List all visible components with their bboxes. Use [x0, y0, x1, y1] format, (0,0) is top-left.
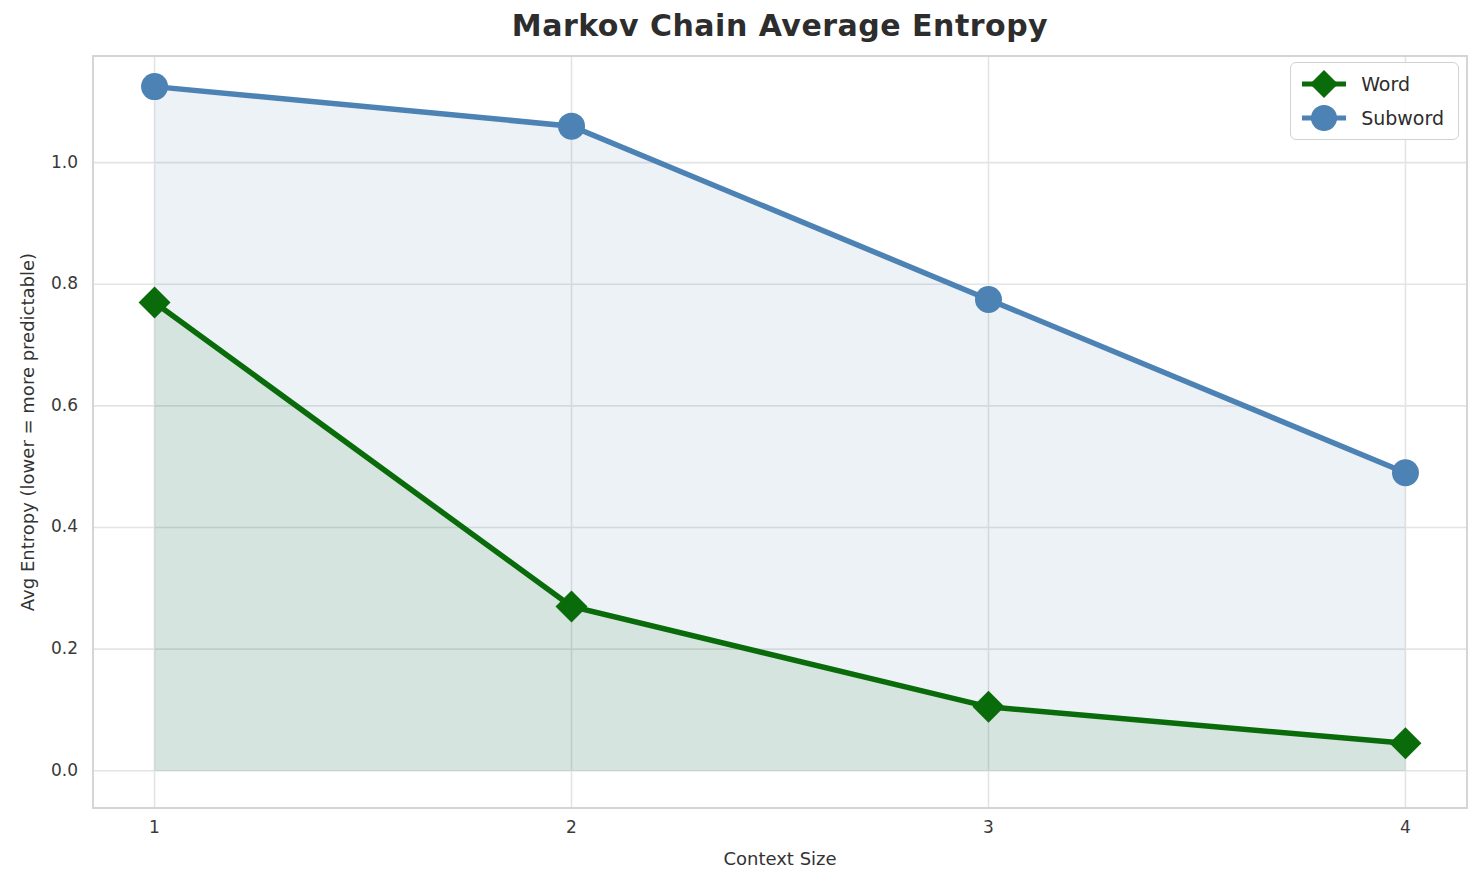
legend-item-subword: Subword	[1299, 102, 1444, 134]
y-axis-label: Avg Entropy (lower = more predictable)	[17, 122, 38, 742]
legend-label-subword: Subword	[1361, 107, 1444, 129]
subword-circle-marker-icon	[1299, 102, 1349, 134]
x-tick-label: 4	[1370, 817, 1440, 837]
x-tick-label: 1	[120, 817, 190, 837]
marker-circle-subword	[141, 73, 168, 100]
word-diamond-marker-icon	[1299, 68, 1349, 100]
x-tick-label: 2	[537, 817, 607, 837]
chart-canvas	[92, 55, 1468, 809]
legend: Word Subword	[1290, 62, 1459, 140]
x-axis-label: Context Size	[92, 848, 1468, 869]
marker-circle-subword	[558, 113, 585, 140]
marker-circle-subword	[1392, 459, 1419, 486]
figure: Markov Chain Average Entropy Word Subwor…	[0, 0, 1484, 885]
y-tick-label: 0.0	[26, 760, 78, 780]
x-tick-label: 3	[953, 817, 1023, 837]
legend-item-word: Word	[1299, 68, 1444, 100]
chart-title: Markov Chain Average Entropy	[92, 8, 1468, 43]
plot-area: Word Subword	[92, 55, 1468, 809]
marker-circle-subword	[975, 286, 1002, 313]
legend-label-word: Word	[1361, 73, 1410, 95]
